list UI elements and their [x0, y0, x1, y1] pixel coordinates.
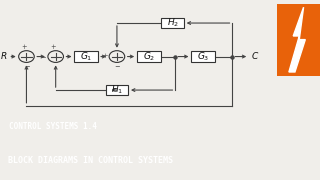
Text: $H_2$: $H_2$ [166, 17, 179, 29]
Circle shape [109, 51, 125, 62]
FancyBboxPatch shape [162, 18, 184, 28]
Circle shape [19, 51, 34, 62]
Text: −: − [24, 64, 29, 70]
Text: C: C [252, 52, 258, 61]
Polygon shape [289, 7, 305, 72]
FancyBboxPatch shape [191, 51, 215, 62]
Text: $H_1$: $H_1$ [111, 84, 123, 96]
FancyBboxPatch shape [137, 51, 161, 62]
Text: −: − [41, 55, 46, 61]
Text: R: R [1, 52, 7, 61]
Text: $G_3$: $G_3$ [197, 50, 210, 63]
Text: $G_2$: $G_2$ [143, 50, 155, 63]
Text: +: + [51, 44, 56, 50]
FancyBboxPatch shape [75, 51, 98, 62]
Text: +: + [21, 44, 27, 50]
Text: +: + [102, 53, 108, 58]
Text: −: − [115, 64, 120, 70]
Circle shape [48, 51, 63, 62]
FancyBboxPatch shape [106, 86, 128, 95]
Text: BLOCK DIAGRAMS IN CONTROL SYSTEMS: BLOCK DIAGRAMS IN CONTROL SYSTEMS [8, 156, 173, 165]
Text: $G_1$: $G_1$ [80, 50, 92, 63]
Text: CONTROL SYSTEMS 1.4: CONTROL SYSTEMS 1.4 [9, 122, 97, 131]
FancyBboxPatch shape [276, 2, 320, 77]
